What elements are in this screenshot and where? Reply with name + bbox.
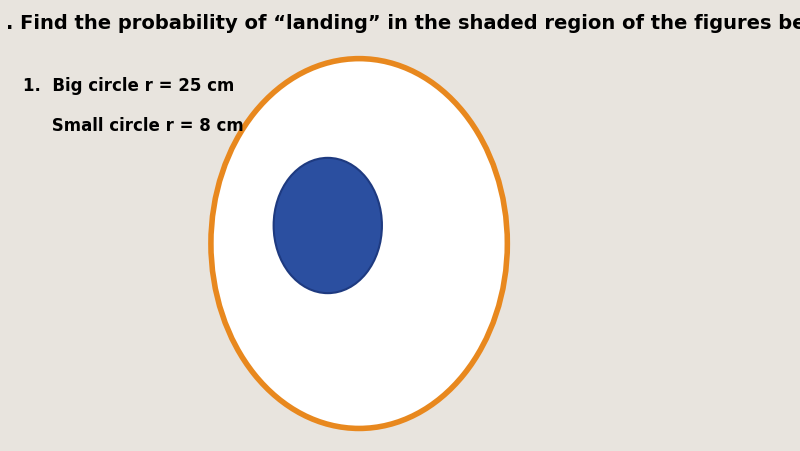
Ellipse shape	[211, 59, 507, 428]
Ellipse shape	[274, 158, 382, 293]
Text: 1.  Big circle r = 25 cm: 1. Big circle r = 25 cm	[23, 77, 234, 95]
Text: Small circle r = 8 cm: Small circle r = 8 cm	[23, 117, 243, 135]
Text: . Find the probability of “landing” in the shaded region of the figures below.: . Find the probability of “landing” in t…	[6, 14, 800, 32]
